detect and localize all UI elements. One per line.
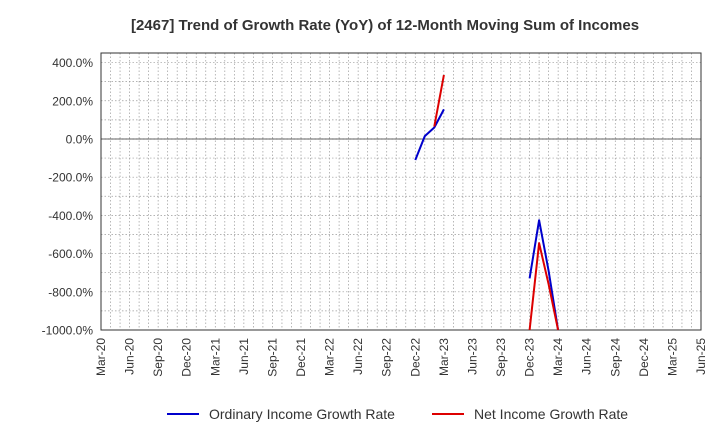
x-tick-label: Sep-24 xyxy=(608,338,622,377)
y-tick-label: 0.0% xyxy=(66,132,94,146)
x-tick-label: Jun-24 xyxy=(580,338,594,375)
y-tick-label: -200.0% xyxy=(48,171,93,185)
x-tick-labels: Mar-20 Jun-20 Sep-20 Dec-20 Mar-21 Jun-21 Sep-… xyxy=(94,338,708,377)
legend: Ordinary Income Growth Rate Net Income G… xyxy=(167,406,628,422)
grid-layer xyxy=(101,53,701,330)
series-line-net-income xyxy=(528,242,560,331)
x-tick-label: Mar-24 xyxy=(551,338,565,376)
series-line-ordinary-income xyxy=(528,219,560,331)
series-line-net-income xyxy=(433,74,445,127)
x-tick-label: Mar-23 xyxy=(437,338,451,376)
x-tick-label: Sep-20 xyxy=(151,338,165,377)
x-tick-label: Jun-23 xyxy=(465,338,479,375)
x-tick-label: Dec-24 xyxy=(637,338,651,377)
x-tick-label: Dec-22 xyxy=(408,338,422,377)
x-tick-label: Dec-21 xyxy=(294,338,308,377)
y-tick-label: -600.0% xyxy=(48,247,93,261)
y-tick-label: -400.0% xyxy=(48,209,93,223)
y-tick-label: -800.0% xyxy=(48,285,93,299)
x-tick-label: Mar-20 xyxy=(94,338,108,376)
x-tick-label: Jun-20 xyxy=(123,338,137,375)
chart-title: [2467] Trend of Growth Rate (YoY) of 12-… xyxy=(131,17,639,34)
x-tick-label: Dec-23 xyxy=(523,338,537,377)
x-tick-label: Jun-22 xyxy=(351,338,365,375)
y-tick-labels: 400.0% 200.0% 0.0% -200.0% -400.0% -600.0% -80… xyxy=(42,56,94,337)
x-tick-label: Jun-25 xyxy=(694,338,708,375)
plot-frame xyxy=(100,52,702,331)
series-layer xyxy=(414,74,560,331)
legend-label-net: Net Income Growth Rate xyxy=(474,406,628,422)
y-tick-label: 200.0% xyxy=(52,94,93,108)
legend-label-ordinary: Ordinary Income Growth Rate xyxy=(209,406,395,422)
x-tick-label: Dec-20 xyxy=(180,338,194,377)
x-tick-label: Mar-21 xyxy=(208,338,222,376)
x-tick-label: Sep-21 xyxy=(265,338,279,377)
x-tick-label: Mar-25 xyxy=(665,338,679,376)
y-tick-label: -1000.0% xyxy=(42,324,94,338)
y-tick-label: 400.0% xyxy=(52,56,93,70)
series-line-ordinary-income xyxy=(414,108,445,161)
x-tick-label: Sep-23 xyxy=(494,338,508,377)
x-tick-label: Sep-22 xyxy=(380,338,394,377)
x-tick-label: Jun-21 xyxy=(237,338,251,375)
x-tick-label: Mar-22 xyxy=(323,338,337,376)
